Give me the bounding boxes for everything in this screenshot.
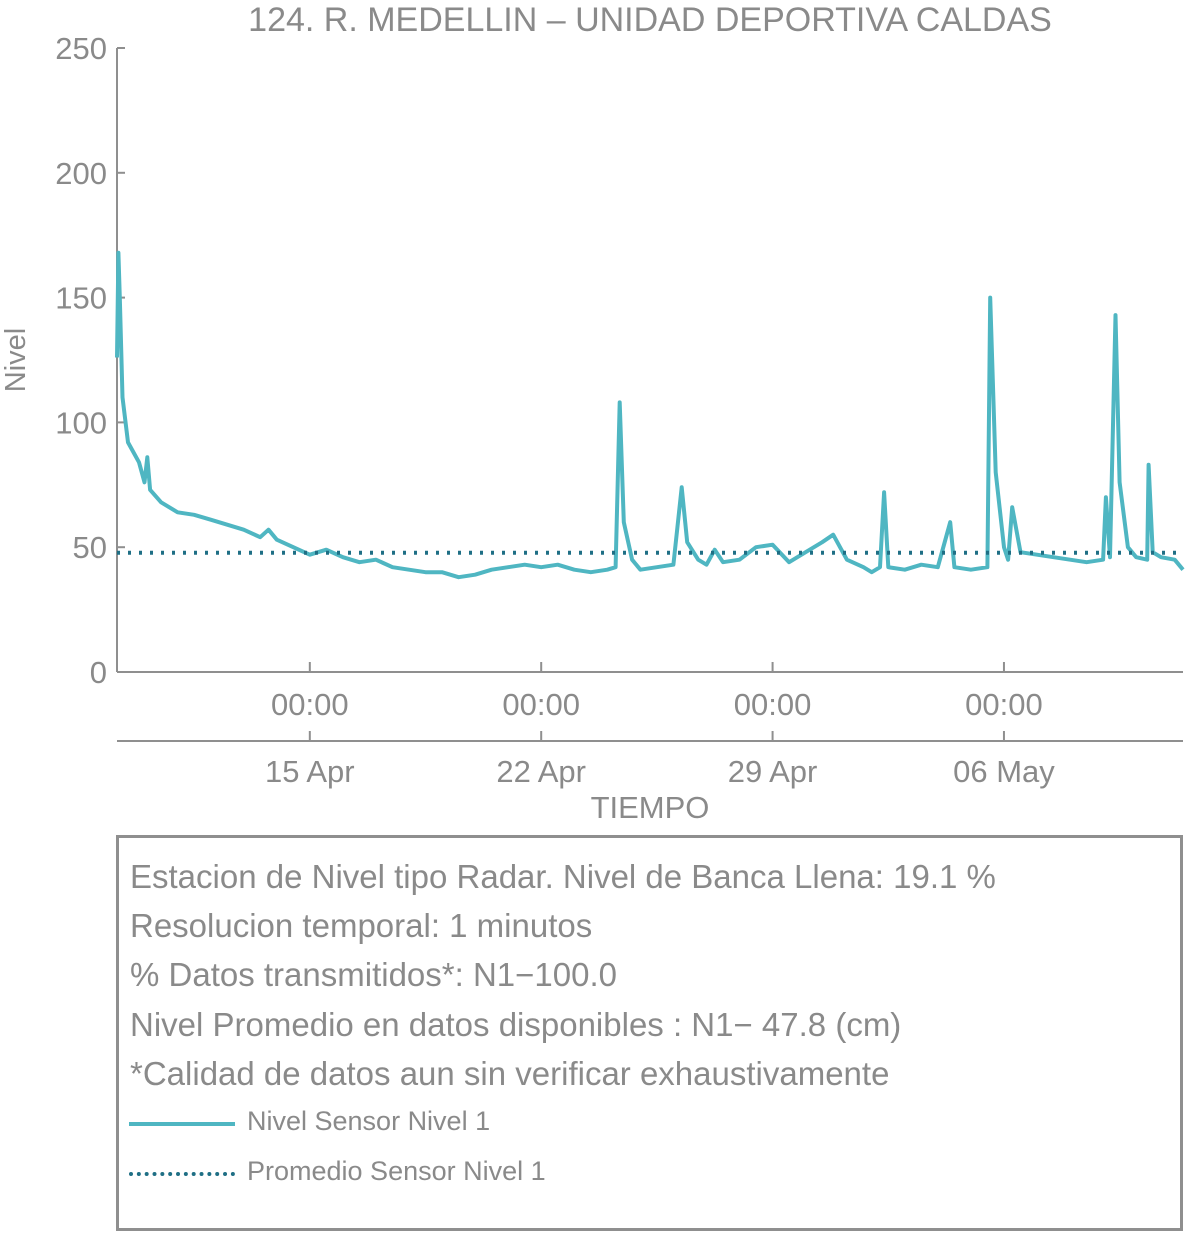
y-tick-label: 250 bbox=[55, 31, 107, 66]
info-line-resolucion: Resolucion temporal: 1 minutos bbox=[130, 907, 593, 944]
y-tick-label: 200 bbox=[55, 156, 107, 191]
y-tick-label: 0 bbox=[90, 655, 107, 690]
x-tick-time-label: 00:00 bbox=[734, 687, 812, 722]
y-ticks: 0 50 100 150 200 250 bbox=[55, 31, 125, 690]
y-tick-label: 100 bbox=[55, 405, 107, 440]
legend-swatch-dotted bbox=[129, 1172, 235, 1176]
legend-label-nivel: Nivel Sensor Nivel 1 bbox=[247, 1106, 491, 1136]
y-tick-label: 50 bbox=[73, 530, 107, 565]
x-tick-time-label: 00:00 bbox=[965, 687, 1043, 722]
chart: 124. R. MEDELLIN – UNIDAD DEPORTIVA CALD… bbox=[0, 1, 1185, 825]
x-tick-date-label: 06 May bbox=[953, 754, 1055, 789]
info-line-nivel-promedio: Nivel Promedio en datos disponibles : N1… bbox=[130, 1006, 902, 1043]
x-tick-date-label: 22 Apr bbox=[496, 754, 586, 789]
info-line-banca-llena: Estacion de Nivel tipo Radar. Nivel de B… bbox=[130, 858, 996, 895]
info-line-datos-transmitidos: % Datos transmitidos*: N1−100.0 bbox=[130, 956, 617, 993]
plot-area bbox=[115, 250, 1185, 580]
x-tick-time-label: 00:00 bbox=[502, 687, 580, 722]
legend-label-promedio: Promedio Sensor Nivel 1 bbox=[247, 1156, 546, 1186]
y-axis-label: Nivel bbox=[0, 328, 32, 392]
info-line-calidad: *Calidad de datos aun sin verificar exha… bbox=[130, 1055, 890, 1092]
y-tick-label: 150 bbox=[55, 281, 107, 316]
x-tick-date-label: 29 Apr bbox=[728, 754, 818, 789]
x-ticks: 00:00 15 Apr 00:00 22 Apr 00:00 29 Apr 00:00 06… bbox=[265, 662, 1055, 789]
legend-swatch-solid bbox=[129, 1122, 235, 1126]
x-tick-time-label: 00:00 bbox=[271, 687, 349, 722]
x-tick-date-label: 15 Apr bbox=[265, 754, 355, 789]
x-axis-label: TIEMPO bbox=[591, 790, 710, 825]
chart-title: 124. R. MEDELLIN – UNIDAD DEPORTIVA CALD… bbox=[248, 1, 1052, 39]
axes bbox=[116, 48, 1183, 742]
series-nivel-line bbox=[115, 250, 1185, 580]
info-legend-box: Estacion de Nivel tipo Radar. Nivel de B… bbox=[116, 835, 1183, 1231]
